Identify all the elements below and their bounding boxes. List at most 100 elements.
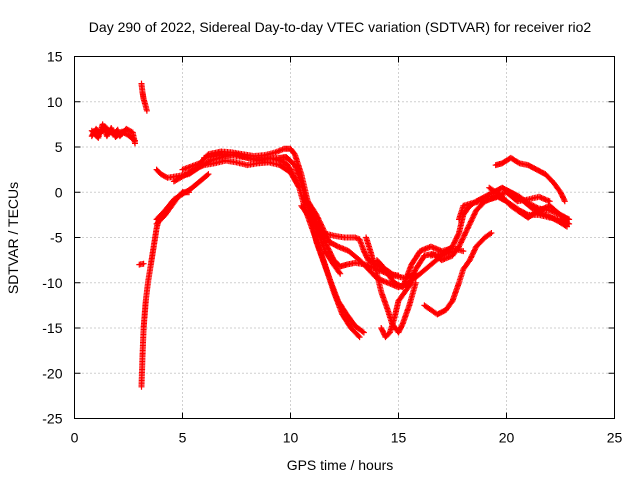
data-point — [283, 160, 293, 172]
data-point — [438, 244, 455, 257]
series-arc-19 — [421, 230, 495, 318]
data-point — [343, 311, 358, 328]
data-point — [535, 193, 552, 204]
data-point — [473, 235, 487, 250]
data-point — [382, 330, 392, 341]
data-point — [170, 171, 189, 185]
data-point — [360, 248, 371, 262]
data-point — [153, 208, 168, 223]
y-tick-labels: 15 10 5 0 -5 -10 -15 -20 -25 — [42, 49, 62, 427]
data-point — [507, 154, 522, 166]
data-point — [319, 257, 332, 280]
data-point — [287, 145, 297, 157]
data-point — [460, 248, 467, 255]
data-point — [449, 281, 462, 304]
data-point — [313, 239, 326, 262]
data-point — [142, 103, 150, 113]
data-point — [542, 171, 556, 186]
data-point — [162, 197, 176, 214]
data-point — [529, 205, 543, 216]
series-arc-15 — [363, 234, 419, 336]
y-tick-label: -10 — [42, 275, 62, 291]
data-point — [283, 154, 297, 168]
y-tick-label: 5 — [55, 139, 63, 155]
y-tick-label: 10 — [47, 94, 63, 110]
data-point — [144, 267, 153, 286]
data-point — [142, 281, 151, 304]
data-point — [449, 244, 462, 259]
data-point — [546, 202, 563, 217]
data-point — [499, 193, 513, 208]
data-point — [481, 230, 494, 241]
y-tick-label: -15 — [42, 320, 62, 336]
data-point — [378, 288, 391, 312]
data-point — [488, 230, 495, 236]
data-point — [460, 258, 472, 273]
y-tick-label: -25 — [42, 411, 62, 427]
x-axis-label: GPS time / hours — [287, 457, 394, 473]
data-point — [140, 260, 147, 267]
data-point — [179, 160, 202, 173]
data-point — [222, 157, 238, 166]
data-point — [356, 257, 371, 271]
series-arc-3 — [138, 80, 150, 114]
data-point — [367, 248, 380, 276]
data-point — [335, 297, 349, 317]
data-point — [304, 211, 315, 223]
data-points — [88, 80, 573, 390]
data-point — [412, 253, 427, 273]
data-point — [149, 240, 158, 259]
y-tick-label: 15 — [47, 49, 63, 65]
data-point — [322, 248, 336, 267]
data-point — [373, 257, 384, 267]
data-point — [417, 262, 433, 277]
data-point — [170, 191, 185, 203]
data-point — [564, 223, 570, 230]
chart-title: Day 290 of 2022, Sidereal Day-to-day VTE… — [89, 19, 592, 35]
data-point — [330, 261, 343, 276]
data-point — [147, 254, 155, 273]
x-tick-label: 10 — [283, 430, 299, 446]
data-point — [119, 128, 131, 138]
data-point — [313, 211, 326, 231]
data-point — [356, 334, 363, 341]
data-point — [153, 166, 163, 176]
series-arc-5 — [136, 260, 147, 268]
data-point — [326, 239, 340, 249]
data-point — [507, 202, 519, 213]
series-arc-22 — [492, 154, 568, 205]
data-point — [276, 162, 293, 175]
data-point — [395, 290, 408, 304]
data-point — [408, 249, 423, 268]
data-point — [360, 329, 367, 336]
data-point — [319, 234, 332, 253]
data-point — [492, 189, 504, 199]
data-point — [464, 208, 479, 232]
data-point — [378, 261, 390, 276]
y-axis-label: SDTVAR / TECUs — [5, 182, 21, 294]
x-tick-label: 0 — [71, 430, 79, 446]
y-tick-label: -20 — [42, 365, 62, 381]
x-tick-label: 20 — [499, 430, 515, 446]
series-arc-6 — [153, 189, 192, 227]
data-point — [384, 270, 397, 285]
data-point — [443, 299, 455, 313]
x-tick-label: 25 — [607, 430, 623, 446]
data-point — [520, 198, 535, 211]
data-point — [352, 323, 366, 335]
data-point — [348, 325, 362, 339]
data-point — [319, 225, 332, 244]
data-point — [555, 218, 569, 229]
data-point — [391, 299, 402, 322]
data-point — [512, 192, 526, 204]
data-point — [330, 257, 343, 269]
data-point — [313, 220, 326, 240]
data-point — [304, 198, 319, 217]
data-point — [157, 213, 168, 223]
data-point — [196, 172, 211, 185]
data-point — [205, 171, 212, 178]
data-point — [399, 303, 412, 327]
data-point — [330, 232, 346, 241]
data-point — [456, 226, 470, 250]
data-point — [566, 216, 573, 223]
